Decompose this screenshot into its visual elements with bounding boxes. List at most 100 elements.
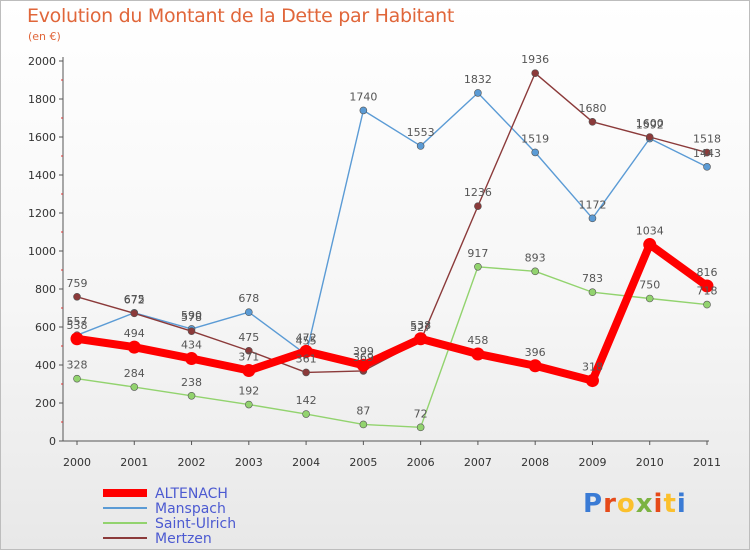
chart-subtitle: (en €) [28,30,61,43]
data-point-altenach [471,347,485,361]
data-point-altenach [528,359,542,373]
series-line-saint-ulrich [76,266,708,429]
data-label-altenach: 396 [525,346,546,359]
data-point-altenach [299,344,313,358]
legend-label-manspach: Manspach [155,501,226,517]
data-label-saint-ulrich: 192 [238,385,259,398]
data-label-manspach: 1553 [407,126,435,139]
data-label-saint-ulrich: 917 [467,247,488,260]
logo-letter: t [663,489,677,519]
data-label-mertzen: 578 [181,311,202,324]
data-label-mertzen: 475 [238,331,259,344]
x-tick-label: 2008 [521,456,549,469]
data-label-manspach: 678 [238,292,259,305]
data-point-manspach [703,163,711,171]
data-point-manspach [245,308,253,316]
data-point-altenach [414,332,428,346]
data-label-mertzen: 1936 [521,53,549,66]
data-point-saint-ulrich [359,420,368,429]
x-tick-label: 2003 [235,456,263,469]
data-point-mertzen [703,148,711,157]
data-point-mertzen [588,118,597,126]
data-point-manspach [359,106,368,115]
data-label-saint-ulrich: 750 [639,279,660,292]
data-point-mertzen [245,346,253,355]
data-label-altenach: 538 [410,319,431,332]
x-tick-label: 2010 [636,456,664,469]
data-point-mertzen [130,309,139,318]
data-label-saint-ulrich: 328 [67,359,88,372]
y-tick-label: 200 [35,397,56,410]
data-label-manspach: 1443 [693,147,721,160]
data-label-altenach: 472 [296,331,317,344]
data-label-mertzen: 1600 [636,117,664,130]
logo-letter: x [635,489,654,519]
data-label-mertzen: 1236 [464,186,492,199]
data-label-manspach: 557 [67,315,88,328]
x-tick-label: 2005 [349,456,377,469]
data-label-saint-ulrich: 284 [124,367,145,380]
data-label-mertzen: 369 [353,351,374,364]
data-label-altenach: 371 [238,351,259,364]
data-point-manspach [531,148,539,157]
logo-letter: o [616,489,636,519]
data-point-manspach [588,214,597,223]
proxiti-logo: Proxiti [583,489,687,519]
y-tick-label: 1600 [28,131,56,144]
x-tick-label: 2004 [292,456,320,469]
x-tick-label: 2007 [464,456,492,469]
data-point-saint-ulrich [588,288,597,297]
data-label-saint-ulrich: 72 [414,407,428,420]
chart-title: Evolution du Montant de la Dette par Hab… [27,5,455,27]
data-label-mertzen: 527 [410,321,431,334]
y-tick-label: 2000 [28,55,56,68]
data-label-manspach: 675 [124,293,145,306]
data-point-altenach [242,364,256,378]
logo-letter: P [583,489,604,519]
data-point-mertzen [645,133,654,141]
data-label-mertzen: 759 [67,277,88,290]
data-point-saint-ulrich [703,300,711,309]
legend-label-altenach: ALTENACH [155,486,228,502]
data-point-altenach [643,238,657,252]
x-tick-label: 2009 [578,456,606,469]
data-label-saint-ulrich: 893 [525,251,546,264]
data-label-mertzen: 361 [296,352,317,365]
y-tick-label: 1200 [28,207,56,220]
data-point-altenach [585,374,599,388]
data-point-altenach [356,358,370,372]
logo-letter: r [603,489,617,519]
x-tick-label: 2001 [120,456,148,469]
data-label-saint-ulrich: 238 [181,376,202,389]
data-label-saint-ulrich: 718 [697,285,718,298]
y-tick-label: 800 [35,283,56,296]
data-label-mertzen: 1518 [693,133,721,146]
data-point-altenach [127,340,141,354]
data-point-saint-ulrich [73,374,81,383]
data-point-altenach [185,352,199,366]
data-point-mertzen [531,69,539,77]
data-point-saint-ulrich [130,383,139,391]
data-label-manspach: 1172 [578,198,606,211]
y-tick-label: 1000 [28,245,56,258]
data-point-mertzen [474,202,482,210]
data-label-mertzen: 1680 [578,102,606,115]
data-point-mertzen [73,292,81,301]
data-label-manspach: 1519 [521,132,549,145]
data-point-manspach [474,89,482,97]
data-label-mertzen: 672 [124,293,145,306]
data-label-altenach: 1034 [636,225,664,238]
data-point-altenach [700,279,714,293]
logo-letter: i [653,489,664,519]
data-point-altenach [70,332,84,346]
data-point-saint-ulrich [302,410,310,418]
x-tick-label: 2002 [178,456,206,469]
data-point-saint-ulrich [474,262,482,271]
x-tick-label: 2011 [693,456,721,469]
data-label-saint-ulrich: 87 [356,404,370,417]
data-point-mertzen [187,327,196,335]
data-point-saint-ulrich [245,400,253,409]
data-label-altenach: 318 [582,361,603,374]
